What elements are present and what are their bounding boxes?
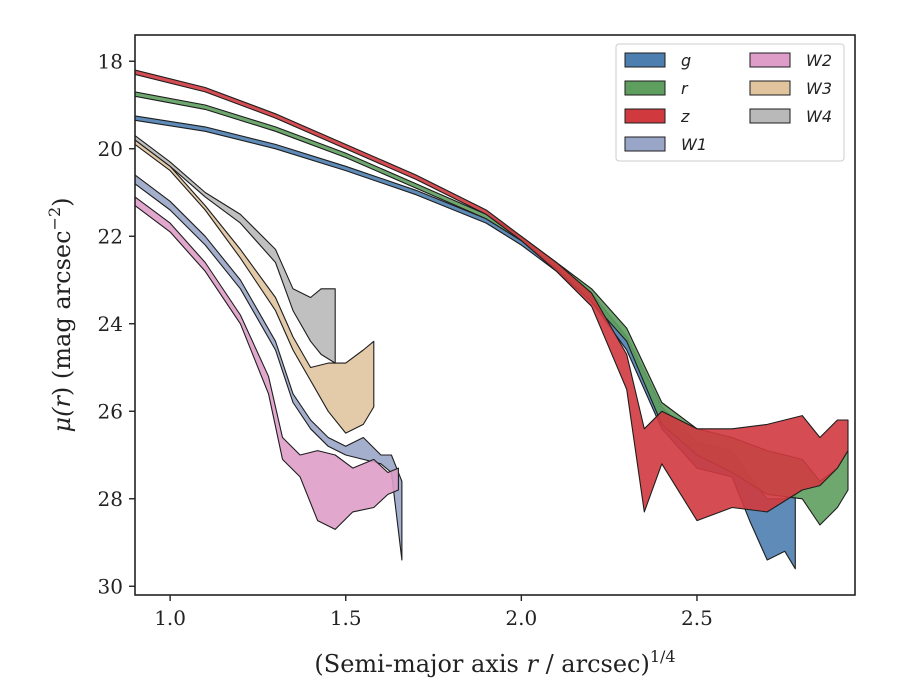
legend-swatch — [624, 52, 666, 68]
plot-frame — [134, 34, 856, 596]
band-w3 — [135, 139, 375, 434]
legend-box — [615, 43, 845, 162]
legend-label: W1 — [681, 135, 707, 154]
x-tick-label: 2.0 — [505, 606, 537, 630]
legend-swatch — [624, 80, 666, 96]
band-w2 — [135, 196, 399, 530]
x-tick-label: 1.5 — [330, 606, 362, 630]
x-axis: 1.0 1.5 2.0 2.5 — [154, 595, 713, 630]
y-tick-label: 20 — [98, 137, 123, 161]
legend-label: r — [681, 79, 689, 98]
band-w4 — [135, 135, 336, 364]
legend-entry-w1: W1 — [624, 135, 707, 154]
profile-bands — [135, 69, 849, 570]
legend-label: W4 — [806, 107, 832, 126]
legend-entry-r: r — [624, 79, 689, 98]
legend-entry-g: g — [624, 51, 691, 70]
legend-entry-w4: W4 — [749, 107, 832, 126]
legend-label: W2 — [806, 51, 832, 70]
band-w1 — [135, 174, 403, 561]
x-tick-label: 2.5 — [681, 606, 713, 630]
y-tick-label: 26 — [98, 399, 123, 423]
y-tick-label: 22 — [98, 224, 123, 248]
legend-swatch — [624, 136, 666, 152]
legend-entry-z: z — [624, 107, 690, 126]
y-tick-label: 28 — [98, 487, 123, 511]
legend-label: g — [681, 51, 691, 70]
legend-swatch — [749, 52, 791, 68]
legend-label: W3 — [806, 79, 832, 98]
legend-swatch — [749, 108, 791, 124]
legend: grz W1 W2 W3 W4 — [615, 43, 845, 162]
y-tick-label: 30 — [98, 574, 123, 598]
x-axis-label: (Semi-major axis r / arcsec)1/4 — [314, 647, 675, 678]
legend-swatch — [624, 108, 666, 124]
legend-swatch — [749, 80, 791, 96]
band-z — [135, 69, 849, 522]
y-tick-label: 24 — [98, 312, 123, 336]
x-tick-label: 1.0 — [154, 606, 186, 630]
legend-label: z — [680, 107, 690, 126]
legend-entry-w2: W2 — [749, 51, 832, 70]
y-axis: 18 20 22 24 26 28 30 — [98, 49, 135, 598]
y-axis-label: μ(r) (mag arcsec−2) — [45, 197, 76, 432]
legend-entry-w3: W3 — [749, 79, 832, 98]
y-tick-label: 18 — [98, 49, 123, 73]
